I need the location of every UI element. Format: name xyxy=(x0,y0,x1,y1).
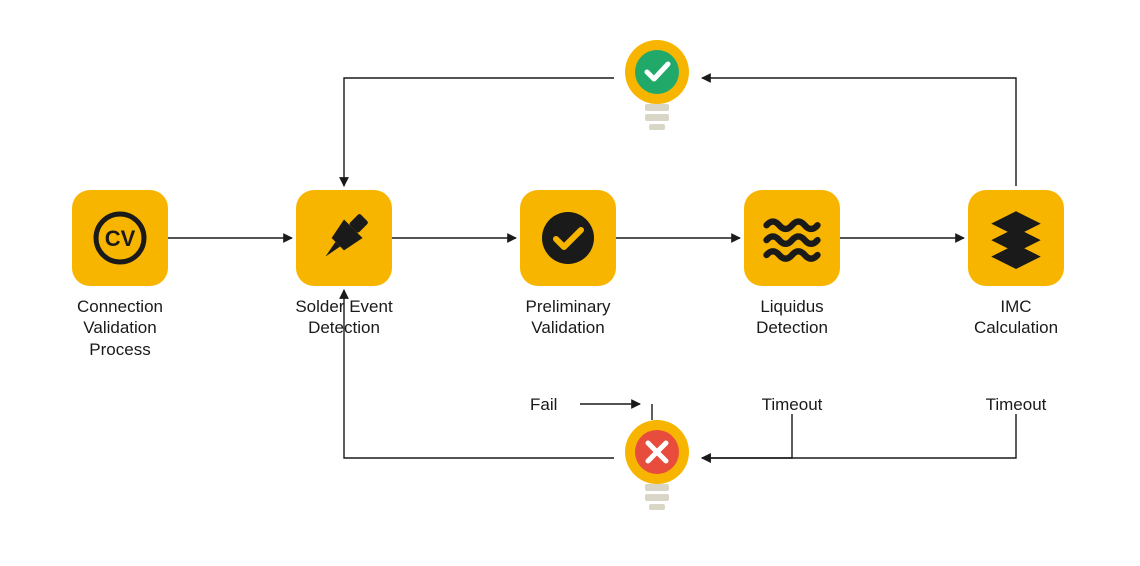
label-timeout-liq: Timeout xyxy=(752,395,832,415)
node-cv: CV xyxy=(72,190,168,286)
label-fail: Fail xyxy=(530,395,580,415)
node-solder xyxy=(296,190,392,286)
label-imc: IMC Calculation xyxy=(948,296,1084,339)
flowchart-canvas: CV Connection Validation Process Solder … xyxy=(0,0,1140,566)
label-cv: Connection Validation Process xyxy=(52,296,188,360)
label-timeout-imc: Timeout xyxy=(976,395,1056,415)
node-prelim xyxy=(520,190,616,286)
pin-icon xyxy=(309,203,379,273)
check-icon xyxy=(536,206,600,270)
fail-bulb xyxy=(618,418,696,519)
label-prelim: Preliminary Validation xyxy=(500,296,636,339)
cv-icon: CV xyxy=(88,206,152,270)
node-liq xyxy=(744,190,840,286)
success-bulb xyxy=(618,38,696,139)
layers-icon xyxy=(983,205,1049,271)
svg-text:CV: CV xyxy=(105,226,136,251)
waves-icon xyxy=(758,204,826,272)
label-liq: Liquidus Detection xyxy=(724,296,860,339)
label-solder: Solder Event Detection xyxy=(276,296,412,339)
node-imc xyxy=(968,190,1064,286)
